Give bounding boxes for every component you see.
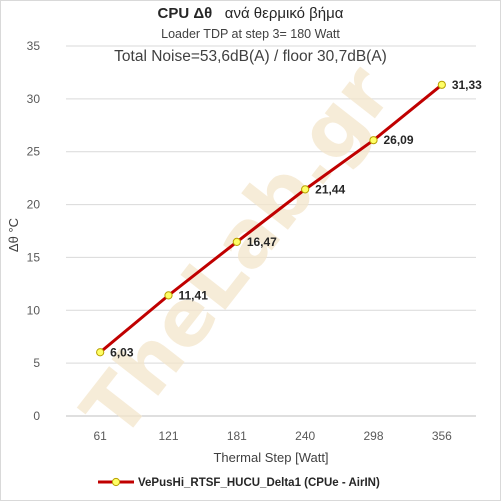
x-tick-labels: 61 121 181 240 298 356: [93, 429, 452, 443]
data-label-121: 11,41: [179, 288, 209, 302]
legend-entry: VePusHi_RTSF_HUCU_Delta1 (CPUe - AirIN): [138, 477, 380, 489]
series-line: [99, 83, 443, 354]
data-label-240: 21,44: [315, 182, 345, 196]
y-tick-35: 35: [27, 39, 41, 53]
y-tick-30: 30: [27, 92, 41, 106]
y-tick-25: 25: [27, 145, 41, 159]
data-point-181: [232, 237, 241, 246]
data-labels: 6,03 11,41 16,47 21,44 26,09 31,33: [110, 78, 482, 359]
watermark-layer: TheLab.gr: [65, 49, 409, 455]
chart-subtitle: Loader TDP at step 3= 180 Watt: [161, 27, 340, 41]
x-tick-121: 121: [158, 429, 178, 443]
series-layer: [96, 80, 446, 357]
chart-title-bold: CPU Δθ: [157, 5, 213, 22]
data-label-61: 6,03: [110, 345, 134, 359]
chart-title-rest: ανά θερμικό βήμα: [224, 5, 344, 22]
grid-lines: [66, 45, 476, 417]
data-point-356: [437, 80, 446, 89]
data-point-121: [164, 291, 173, 300]
y-tick-5: 5: [33, 356, 40, 370]
x-tick-181: 181: [227, 429, 247, 443]
legend[interactable]: VePusHi_RTSF_HUCU_Delta1 (CPUe - AirIN): [98, 477, 380, 489]
x-tick-298: 298: [363, 429, 383, 443]
y-axis-title: Δθ °C: [6, 218, 21, 252]
x-axis-title: Thermal Step [Watt]: [213, 450, 328, 465]
data-label-356: 31,33: [452, 78, 482, 92]
y-tick-10: 10: [27, 303, 41, 317]
y-tick-15: 15: [27, 250, 41, 264]
chart-title: CPU Δθ ανά θερμικό βήμα: [0, 5, 501, 22]
x-tick-356: 356: [432, 429, 452, 443]
data-label-181: 16,47: [247, 235, 277, 249]
data-label-298: 26,09: [384, 133, 414, 147]
watermark-logo: TheLab.gr: [65, 49, 409, 455]
y-tick-0: 0: [33, 409, 40, 423]
x-tick-240: 240: [295, 429, 315, 443]
data-point-298: [369, 136, 378, 145]
noise-annotation: Total Noise=53,6dB(A) / floor 30,7dB(A): [114, 48, 387, 65]
x-tick-61: 61: [93, 429, 107, 443]
y-tick-labels: 0 5 10 15 20 25 30 35: [27, 39, 41, 423]
data-point-61: [96, 348, 105, 357]
y-tick-20: 20: [27, 198, 41, 212]
legend-marker-swatch: [111, 477, 121, 487]
data-point-240: [301, 185, 310, 194]
